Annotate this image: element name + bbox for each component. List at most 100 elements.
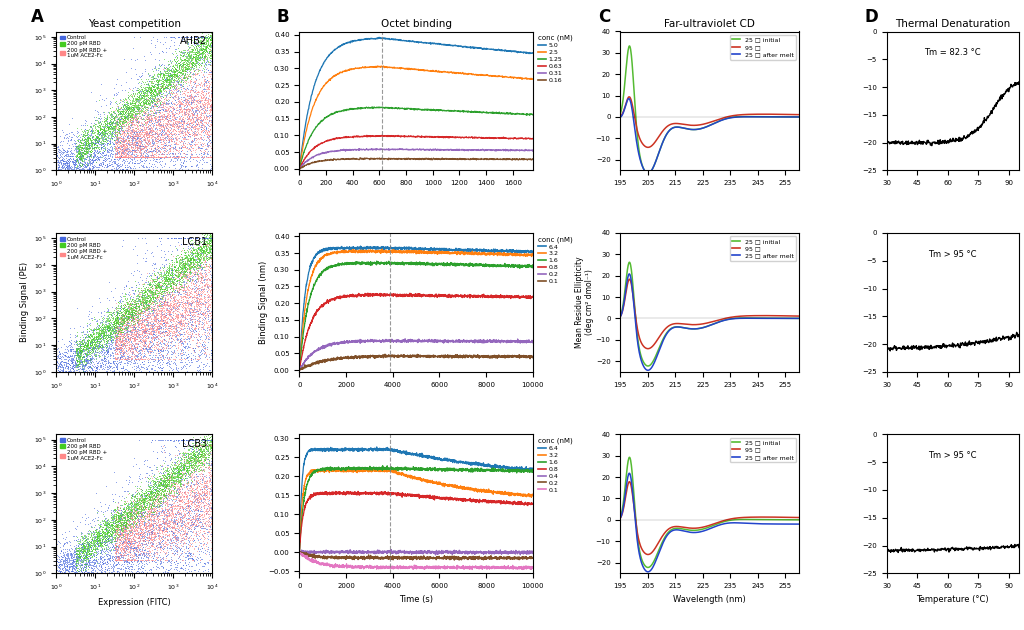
Point bbox=[111, 126, 127, 136]
Point bbox=[140, 508, 157, 518]
Point bbox=[112, 324, 128, 335]
Point bbox=[196, 454, 212, 464]
Point bbox=[176, 311, 193, 321]
Point bbox=[142, 492, 159, 502]
Point bbox=[201, 242, 217, 252]
Point bbox=[146, 266, 163, 276]
Point bbox=[122, 317, 138, 327]
Point bbox=[106, 137, 123, 147]
Point bbox=[139, 109, 156, 119]
Point bbox=[160, 357, 176, 367]
Point bbox=[178, 252, 195, 262]
Point bbox=[191, 568, 208, 578]
Point bbox=[163, 538, 179, 548]
Point bbox=[186, 166, 203, 176]
Point bbox=[122, 519, 138, 529]
Point bbox=[193, 32, 209, 42]
Point bbox=[55, 563, 72, 573]
Point bbox=[105, 132, 122, 142]
Point bbox=[127, 324, 143, 334]
Point bbox=[181, 312, 198, 323]
Point bbox=[114, 537, 130, 547]
Point bbox=[129, 113, 145, 123]
Point bbox=[102, 367, 119, 377]
Point bbox=[183, 50, 200, 60]
Point bbox=[83, 342, 99, 352]
Point bbox=[156, 331, 172, 341]
Point bbox=[57, 568, 74, 578]
Point bbox=[147, 299, 164, 309]
Point bbox=[65, 343, 81, 353]
Point bbox=[193, 490, 209, 500]
Point bbox=[80, 337, 96, 347]
Point bbox=[71, 343, 87, 353]
Point bbox=[190, 89, 207, 100]
Point bbox=[122, 310, 138, 320]
Point bbox=[101, 149, 118, 159]
Point bbox=[114, 151, 130, 161]
Point bbox=[59, 151, 76, 161]
Point bbox=[112, 512, 128, 522]
Point bbox=[76, 140, 92, 150]
Point bbox=[172, 103, 188, 113]
Point bbox=[131, 117, 147, 127]
Point bbox=[76, 348, 92, 358]
Point bbox=[174, 348, 190, 358]
Point bbox=[193, 462, 209, 472]
Point bbox=[198, 95, 214, 105]
Point bbox=[135, 86, 152, 96]
Point bbox=[150, 132, 166, 142]
Point bbox=[168, 253, 184, 263]
Point bbox=[183, 319, 200, 329]
Point bbox=[117, 568, 133, 578]
Point bbox=[143, 94, 160, 105]
Point bbox=[176, 166, 193, 176]
Point bbox=[98, 524, 115, 534]
Point bbox=[82, 361, 98, 371]
Point bbox=[87, 324, 103, 334]
Point bbox=[146, 544, 163, 554]
Point bbox=[168, 83, 184, 93]
Point bbox=[81, 367, 97, 377]
Point bbox=[141, 342, 158, 352]
Point bbox=[163, 132, 179, 142]
Point bbox=[177, 521, 194, 531]
Point bbox=[51, 568, 68, 578]
Point bbox=[142, 515, 159, 525]
Point bbox=[115, 523, 131, 533]
Point bbox=[148, 120, 165, 130]
Point bbox=[68, 152, 84, 162]
Point bbox=[183, 299, 200, 309]
Point bbox=[191, 503, 208, 513]
Point bbox=[155, 80, 171, 90]
Point bbox=[82, 155, 98, 165]
Point bbox=[83, 357, 99, 367]
Point bbox=[155, 496, 171, 506]
Point bbox=[90, 127, 106, 137]
Point bbox=[109, 127, 125, 137]
Point bbox=[72, 159, 88, 169]
Point bbox=[163, 479, 179, 490]
Point bbox=[143, 151, 160, 161]
Point bbox=[190, 143, 207, 153]
Point bbox=[116, 525, 132, 536]
Point bbox=[125, 102, 141, 112]
Point bbox=[151, 345, 167, 355]
Point bbox=[188, 166, 205, 176]
Point bbox=[103, 166, 120, 176]
Point bbox=[208, 292, 224, 302]
Point bbox=[189, 544, 206, 554]
Point bbox=[148, 74, 165, 84]
Point bbox=[195, 37, 211, 47]
Point bbox=[153, 152, 169, 163]
Point bbox=[65, 359, 81, 369]
Point bbox=[70, 157, 86, 167]
X-axis label: Time (s): Time (s) bbox=[399, 595, 433, 604]
Point bbox=[178, 81, 195, 91]
Point bbox=[112, 502, 128, 512]
Point bbox=[191, 255, 208, 265]
Point bbox=[202, 253, 218, 263]
Point bbox=[124, 120, 140, 130]
Point bbox=[161, 516, 177, 526]
Point bbox=[148, 564, 165, 574]
